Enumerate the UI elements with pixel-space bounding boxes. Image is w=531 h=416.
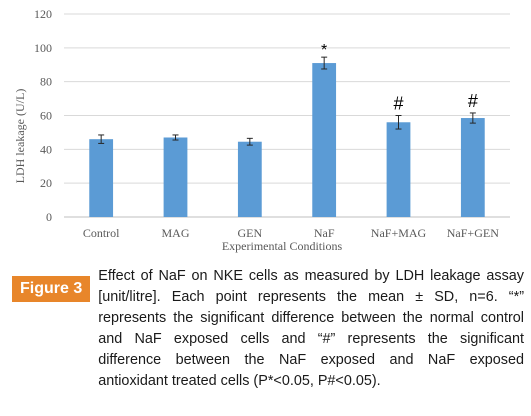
y-tick-label: 20 (40, 176, 52, 190)
x-tick-label: MAG (161, 226, 189, 240)
error-bars (98, 56, 476, 146)
x-tick-label: Control (83, 226, 120, 240)
x-tick-labels: Control MAG GEN NaF NaF+MAG NaF+GEN (83, 226, 499, 240)
caption-text: Effect of NaF on NKE cells as measured b… (98, 268, 524, 389)
bar (460, 118, 485, 217)
gridlines (64, 13, 510, 218)
bar (237, 141, 262, 217)
y-tick-label: 0 (46, 210, 52, 224)
bar (89, 139, 114, 217)
significance-mark: # (393, 94, 403, 114)
x-tick-label: NaF (314, 226, 335, 240)
significance-marks: * # # (321, 42, 478, 113)
significance-mark: # (468, 91, 478, 111)
y-tick-label: 120 (34, 7, 52, 21)
x-axis-title: Experimental Conditions (222, 239, 343, 253)
ldh-bar-chart: 0 20 40 60 80 100 120 * # # Control MAG GEN NaF NaF+… (13, 7, 510, 253)
bars (89, 63, 485, 217)
bar (386, 122, 411, 217)
significance-mark: * (321, 42, 327, 59)
figure-caption: Figure 3 Effect of NaF on NKE cells as m… (12, 266, 524, 392)
y-tick-label: 60 (40, 109, 52, 123)
figure-label: Figure 3 (12, 276, 91, 302)
x-tick-label: NaF+MAG (371, 226, 427, 240)
bar (312, 63, 337, 217)
y-tick-label: 40 (40, 142, 52, 156)
y-tick-label: 80 (40, 75, 52, 89)
x-tick-label: GEN (237, 226, 262, 240)
bar (163, 137, 188, 217)
y-tick-labels: 0 20 40 60 80 100 120 (34, 7, 52, 224)
y-tick-label: 100 (34, 41, 52, 55)
x-tick-label: NaF+GEN (447, 226, 499, 240)
y-axis-title: LDH leakage (U/L) (13, 89, 27, 184)
